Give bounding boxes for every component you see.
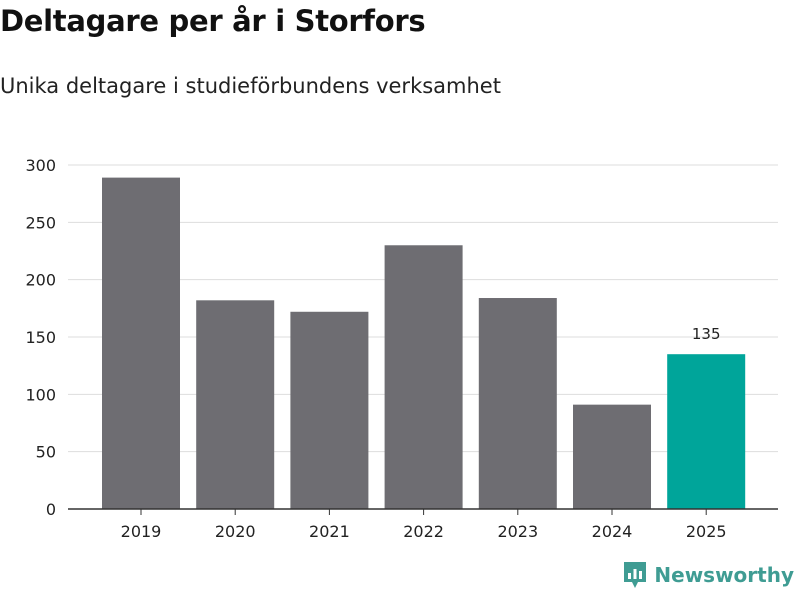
x-tick-label: 2021: [309, 522, 350, 541]
x-tick-label: 2025: [686, 522, 727, 541]
bar-2019: [102, 177, 180, 509]
chart-title: Deltagare per år i Storfors: [0, 4, 426, 38]
bar-2021: [290, 311, 369, 509]
bars: [102, 177, 746, 509]
y-axis-ticks: 0 50 100 150 200 250 300: [25, 156, 56, 519]
bar-2020: [196, 300, 275, 509]
brand-name: Newsworthy: [654, 563, 794, 587]
y-tick-label: 50: [36, 443, 56, 462]
y-tick-label: 200: [25, 271, 56, 290]
y-tick-label: 100: [25, 385, 56, 404]
y-tick-label: 150: [25, 328, 56, 347]
y-tick-label: 0: [46, 500, 56, 519]
x-tick-label: 2019: [121, 522, 162, 541]
y-tick-label: 300: [25, 156, 56, 175]
bar-2023: [478, 298, 557, 509]
y-tick-label: 250: [25, 213, 56, 232]
bar-2022: [384, 245, 463, 509]
newsworthy-icon: [624, 562, 647, 588]
bar-2024: [573, 404, 651, 509]
x-tick-label: 2022: [403, 522, 444, 541]
bar-2025: [667, 354, 746, 509]
x-tick-label: 2020: [215, 522, 256, 541]
highlight-value-label: 135: [692, 325, 721, 343]
newsworthy-logo: Newsworthy: [622, 560, 794, 590]
x-tick-label: 2023: [497, 522, 538, 541]
chart-subtitle: Unika deltagare i studieförbundens verks…: [0, 74, 501, 98]
x-tick-label: 2024: [592, 522, 633, 541]
x-axis-ticks: 2019 2020 2021 2022 2023 2024 2025: [121, 509, 727, 541]
